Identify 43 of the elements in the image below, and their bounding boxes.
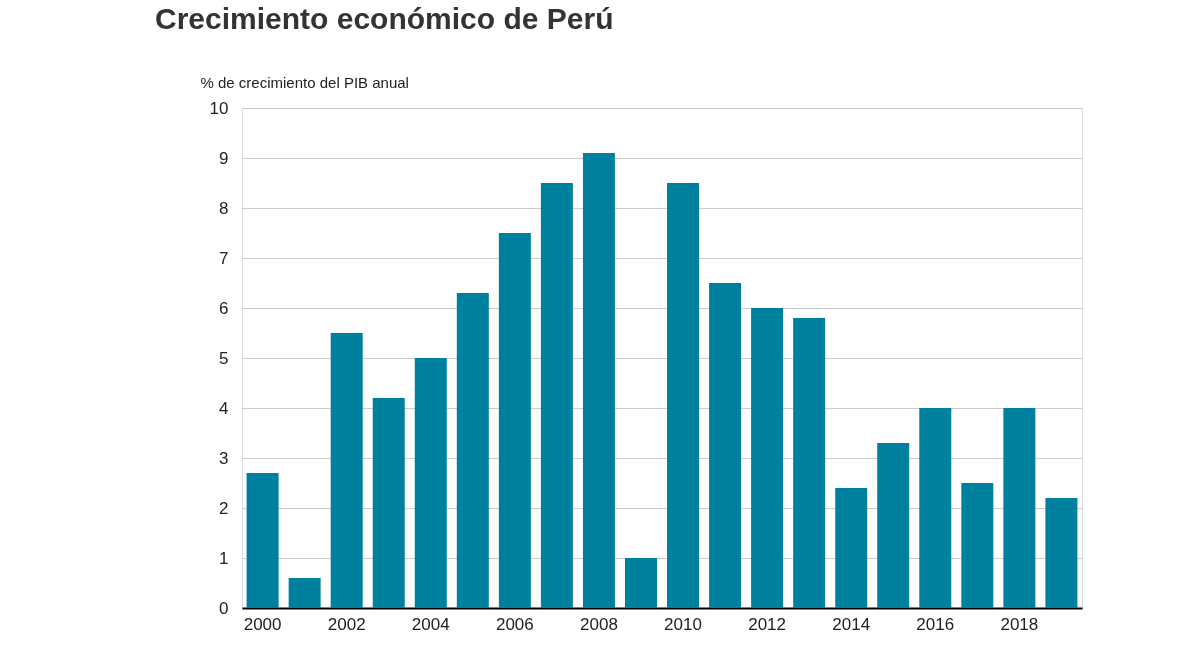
y-tick-label: 8 [219, 198, 229, 218]
x-tick-label: 2006 [495, 614, 534, 634]
x-tick-label: 2014 [832, 614, 871, 634]
y-tick-label: 7 [219, 248, 229, 268]
bar [372, 398, 405, 608]
bar [624, 558, 657, 608]
bar [667, 183, 700, 608]
bar [330, 333, 363, 608]
x-tick-label: 2002 [327, 614, 366, 634]
bar [498, 233, 531, 608]
x-tick-label: 2000 [243, 614, 282, 634]
bar [246, 473, 279, 608]
bar [540, 183, 573, 608]
bar [835, 488, 868, 608]
y-tick-label: 10 [209, 98, 229, 118]
chart-title: Crecimiento económico de Perú [155, 2, 614, 35]
y-tick-label: 2 [219, 498, 229, 518]
x-tick-label: 2004 [411, 614, 450, 634]
bar [456, 293, 489, 608]
x-tick-label: 2008 [580, 614, 618, 634]
y-tick-label: 0 [219, 598, 229, 618]
bar [919, 408, 952, 608]
bar [414, 358, 447, 608]
y-tick-label: 9 [219, 148, 229, 168]
bar [709, 283, 742, 608]
x-tick-label: 2012 [748, 614, 787, 634]
bar [877, 443, 910, 608]
y-tick-label: 5 [219, 348, 229, 368]
bar [1045, 498, 1078, 608]
y-tick-label: 6 [219, 298, 229, 318]
bar [751, 308, 784, 608]
bar [793, 318, 826, 608]
x-tick-label: 2010 [664, 614, 702, 634]
x-tick-label: 2016 [916, 614, 955, 634]
bar [288, 578, 321, 608]
y-axis-title: % de crecimiento del PIB anual [200, 73, 409, 91]
bar [582, 153, 615, 608]
y-tick-label: 1 [219, 548, 229, 568]
y-tick-label: 3 [219, 448, 229, 468]
x-tick-label: 2018 [1000, 614, 1039, 634]
bar [1003, 408, 1036, 608]
bar [961, 483, 994, 608]
y-tick-label: 4 [219, 398, 229, 418]
